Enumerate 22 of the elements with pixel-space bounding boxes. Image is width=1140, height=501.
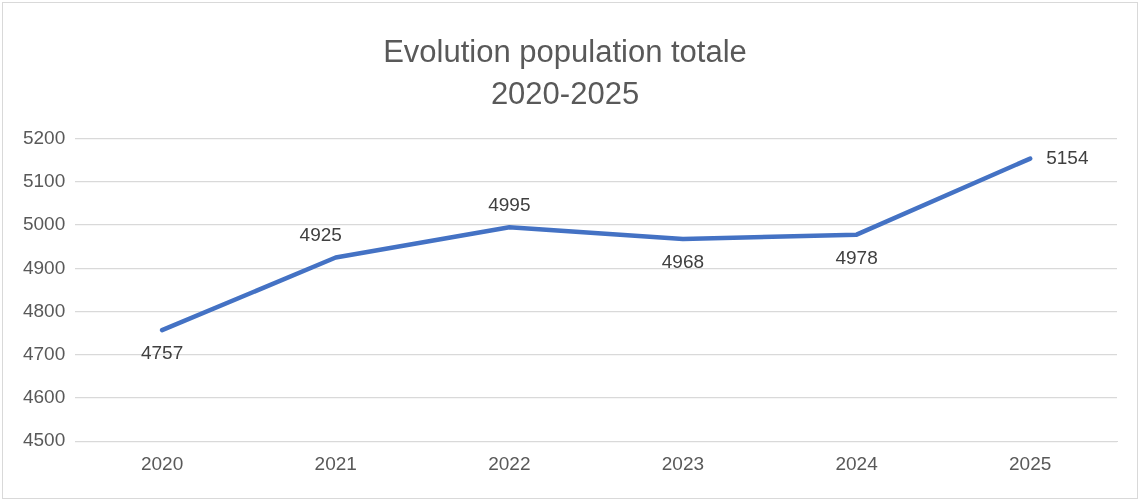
y-tick-label: 4900 (22, 256, 66, 278)
data-label: 4925 (299, 223, 342, 245)
x-tick-label: 2021 (314, 452, 357, 474)
data-label: 4968 (661, 251, 705, 273)
data-label: 4757 (140, 342, 184, 364)
data-label: 4995 (488, 193, 531, 215)
x-tick-label: 2022 (488, 452, 531, 474)
x-tick-label: 2023 (661, 452, 705, 474)
y-tick-label: 4800 (22, 299, 66, 321)
text: 2020-2025 (490, 76, 640, 112)
data-label: 4978 (835, 246, 878, 268)
x-tick-label: 2025 (1009, 452, 1052, 474)
x-tick-label: 2024 (835, 452, 879, 474)
y-tick-label: 4500 (22, 429, 66, 451)
y-tick-label: 5100 (22, 170, 66, 192)
y-tick-label: 4600 (22, 386, 66, 408)
x-tick-label: 2020 (140, 452, 184, 474)
text: Evolution population totale (383, 34, 747, 70)
y-tick-label: 5200 (22, 126, 66, 148)
y-tick-label: 4700 (22, 343, 66, 365)
data-label: 5154 (1046, 146, 1089, 168)
y-tick-label: 5000 (22, 213, 66, 235)
